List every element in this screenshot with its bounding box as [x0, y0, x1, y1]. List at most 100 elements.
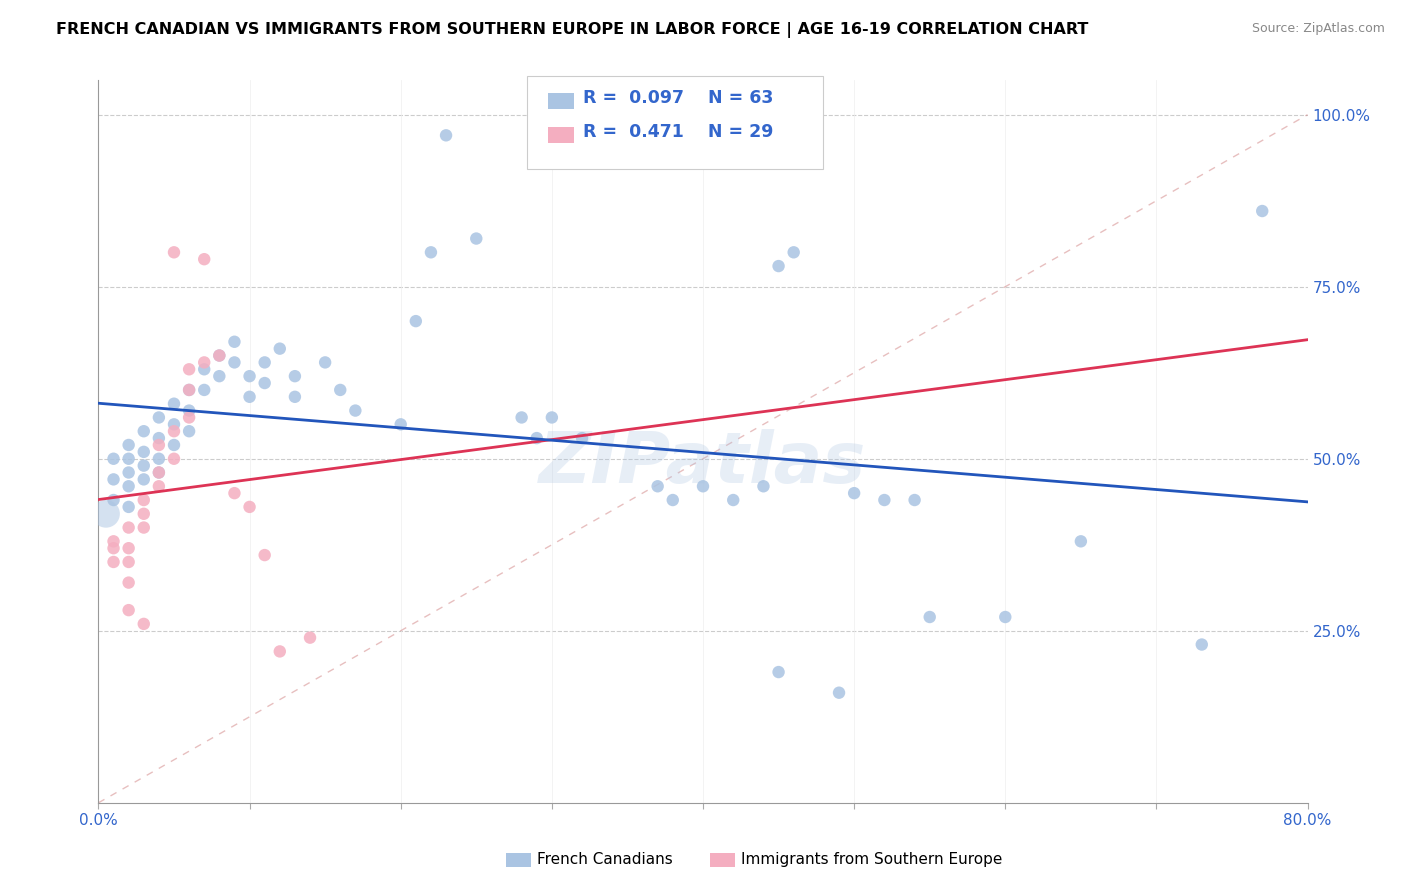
- Point: [661, 493, 683, 508]
- Point: [132, 520, 155, 534]
- Point: [132, 493, 155, 508]
- Point: [1191, 638, 1213, 652]
- Point: [103, 472, 125, 486]
- Point: [844, 486, 866, 500]
- Point: [179, 410, 201, 425]
- Point: [284, 390, 307, 404]
- Point: [1251, 204, 1274, 219]
- Point: [179, 383, 201, 397]
- Point: [103, 534, 125, 549]
- Point: [132, 458, 155, 473]
- Point: [434, 128, 457, 143]
- Point: [269, 644, 291, 658]
- Point: [148, 466, 170, 480]
- Point: [540, 410, 562, 425]
- Point: [768, 665, 790, 679]
- Point: [163, 245, 186, 260]
- Point: [1070, 534, 1092, 549]
- Point: [163, 424, 186, 438]
- Point: [193, 252, 215, 267]
- Point: [873, 493, 896, 508]
- Point: [918, 610, 941, 624]
- Point: [132, 445, 155, 459]
- Point: [179, 362, 201, 376]
- Point: [118, 479, 141, 493]
- Point: [193, 383, 215, 397]
- Point: [94, 507, 117, 521]
- Point: [389, 417, 412, 432]
- Point: [118, 466, 141, 480]
- Point: [208, 369, 231, 384]
- Point: [994, 610, 1017, 624]
- Point: [465, 231, 488, 245]
- Point: [510, 410, 533, 425]
- Point: [344, 403, 367, 417]
- Point: [224, 334, 246, 349]
- Point: [239, 390, 262, 404]
- Point: [526, 431, 548, 445]
- Text: ZIPatlas: ZIPatlas: [540, 429, 866, 498]
- Point: [179, 383, 201, 397]
- Point: [118, 520, 141, 534]
- Point: [118, 500, 141, 514]
- Point: [208, 349, 231, 363]
- Point: [118, 575, 141, 590]
- Point: [163, 438, 186, 452]
- Point: [148, 466, 170, 480]
- Point: [752, 479, 775, 493]
- Point: [148, 431, 170, 445]
- Point: [329, 383, 352, 397]
- Point: [132, 424, 155, 438]
- Point: [103, 555, 125, 569]
- Point: [163, 397, 186, 411]
- Point: [193, 355, 215, 369]
- Point: [132, 507, 155, 521]
- Point: [768, 259, 790, 273]
- Point: [118, 603, 141, 617]
- Point: [239, 369, 262, 384]
- Point: [163, 417, 186, 432]
- Point: [284, 369, 307, 384]
- Point: [904, 493, 927, 508]
- Point: [179, 403, 201, 417]
- Point: [420, 245, 443, 260]
- Point: [118, 541, 141, 556]
- Point: [148, 479, 170, 493]
- Point: [193, 362, 215, 376]
- Point: [132, 616, 155, 631]
- Point: [239, 500, 262, 514]
- Point: [647, 479, 669, 493]
- Point: [103, 541, 125, 556]
- Point: [208, 349, 231, 363]
- Text: French Canadians: French Canadians: [537, 853, 673, 867]
- Point: [723, 493, 745, 508]
- Point: [103, 493, 125, 508]
- Point: [118, 438, 141, 452]
- Point: [299, 631, 322, 645]
- Point: [118, 451, 141, 466]
- Point: [405, 314, 427, 328]
- Point: [783, 245, 806, 260]
- Point: [132, 472, 155, 486]
- Text: FRENCH CANADIAN VS IMMIGRANTS FROM SOUTHERN EUROPE IN LABOR FORCE | AGE 16-19 CO: FRENCH CANADIAN VS IMMIGRANTS FROM SOUTH…: [56, 22, 1088, 38]
- Point: [253, 548, 276, 562]
- Text: R =  0.471    N = 29: R = 0.471 N = 29: [583, 123, 773, 141]
- Text: Immigrants from Southern Europe: Immigrants from Southern Europe: [741, 853, 1002, 867]
- Point: [179, 424, 201, 438]
- Point: [224, 355, 246, 369]
- Point: [118, 555, 141, 569]
- Point: [103, 451, 125, 466]
- Point: [269, 342, 291, 356]
- Point: [692, 479, 714, 493]
- Point: [148, 410, 170, 425]
- Point: [253, 376, 276, 390]
- Text: R =  0.097    N = 63: R = 0.097 N = 63: [583, 89, 773, 107]
- Point: [163, 451, 186, 466]
- Point: [148, 438, 170, 452]
- Point: [828, 686, 851, 700]
- Point: [224, 486, 246, 500]
- Point: [148, 451, 170, 466]
- Point: [314, 355, 336, 369]
- Text: Source: ZipAtlas.com: Source: ZipAtlas.com: [1251, 22, 1385, 36]
- Point: [253, 355, 276, 369]
